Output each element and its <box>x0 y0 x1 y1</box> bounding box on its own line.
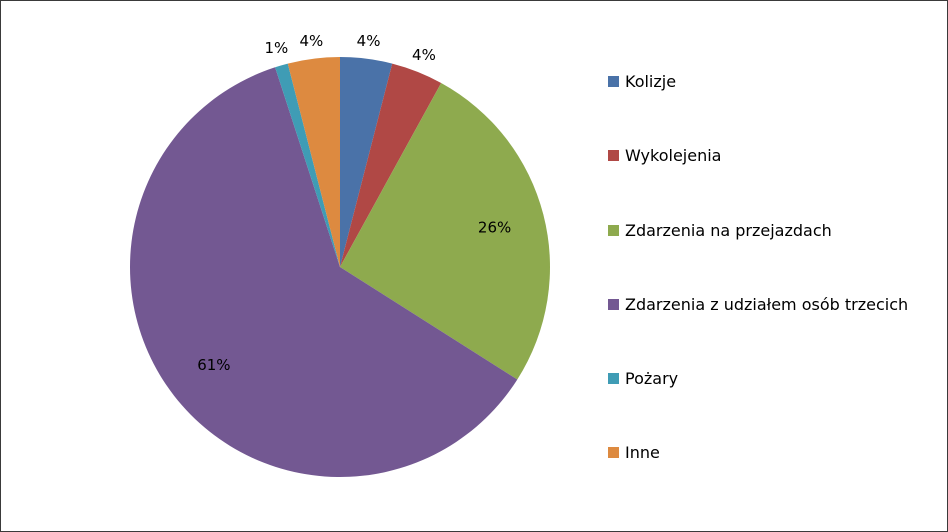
legend-item-inne: Inne <box>608 440 660 464</box>
legend-label-wykolejenia: Wykolejenia <box>625 145 722 165</box>
pie-label-zdarzenia-z-udzialem-osob-trzecich: 61% <box>197 356 230 374</box>
legend-item-zdarzenia-z-udzialem-osob-trzecich: Zdarzenia z udziałem osób trzecich <box>608 292 908 316</box>
legend-swatch-kolizje <box>608 75 619 87</box>
legend-label-kolizje: Kolizje <box>625 71 677 91</box>
legend-item-zdarzenia-na-przejazdach: Zdarzenia na przejazdach <box>608 218 832 242</box>
legend-swatch-zdarzenia-z-udzialem-osob-trzecich <box>608 298 619 310</box>
legend-item-pozary: Pożary <box>608 366 678 390</box>
legend-swatch-inne <box>608 446 619 458</box>
pie-slice-zdarzenia-z-udzialem-osob-trzecich <box>130 67 518 477</box>
pie-slice-kolizje <box>340 57 393 267</box>
legend-swatch-wykolejenia <box>608 149 619 161</box>
pie-label-wykolejenia: 4% <box>412 46 436 64</box>
pie-label-pozary: 1% <box>264 39 288 57</box>
pie-slices <box>130 57 550 477</box>
legend-label-zdarzenia-na-przejazdach: Zdarzenia na przejazdach <box>625 220 832 240</box>
pie-slice-inne <box>287 57 340 267</box>
pie-label-zdarzenia-na-przejazdach: 26% <box>478 218 511 236</box>
legend-item-kolizje: Kolizje <box>608 69 676 93</box>
pie-label-inne: 4% <box>300 32 324 50</box>
pie-slice-zdarzenia-na-przejazdach <box>340 82 550 380</box>
legend-label-zdarzenia-z-udzialem-osob-trzecich: Zdarzenia z udziałem osób trzecich <box>625 294 909 314</box>
legend-swatch-zdarzenia-na-przejazdach <box>608 224 619 236</box>
pie-labels: 4% 4% 26% 61% 1% 4% <box>197 32 511 374</box>
legend-label-pozary: Pożary <box>625 368 679 388</box>
pie-slice-wykolejenia <box>340 63 442 268</box>
pie-label-kolizje: 4% <box>357 32 381 50</box>
legend-swatch-pozary <box>608 372 619 384</box>
legend-label-inne: Inne <box>625 442 660 462</box>
pie-slice-pozary <box>275 63 340 268</box>
legend-item-wykolejenia: Wykolejenia <box>608 143 721 167</box>
